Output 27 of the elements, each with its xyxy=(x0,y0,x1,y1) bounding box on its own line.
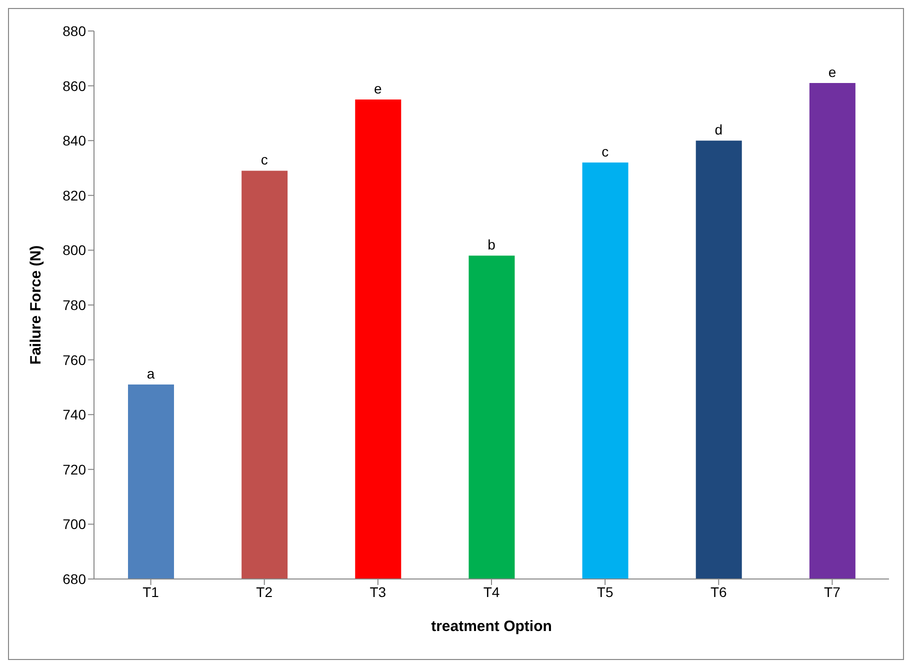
x-tick-label: T4 xyxy=(483,584,500,600)
x-tick-label: T3 xyxy=(370,584,386,600)
y-tick-label: 820 xyxy=(62,187,86,204)
y-tick-label: 700 xyxy=(62,516,86,532)
x-tick-label: T1 xyxy=(142,584,160,600)
x-tick-label: T7 xyxy=(824,584,841,600)
annotation: c xyxy=(260,152,268,168)
y-tick-label: 860 xyxy=(62,78,86,94)
y-tick-label: 680 xyxy=(62,570,86,587)
y-tick-label: 800 xyxy=(62,242,86,258)
annotation: e xyxy=(828,64,836,80)
annotation: d xyxy=(714,122,723,138)
y-tick-label: 720 xyxy=(62,461,86,478)
y-tick-label: 740 xyxy=(62,406,86,423)
annotation: b xyxy=(488,236,496,253)
x-tick-label: T2 xyxy=(256,584,273,600)
y-tick-label: 760 xyxy=(62,352,86,368)
annotation: c xyxy=(602,144,609,160)
x-tick-label: T6 xyxy=(710,584,728,600)
y-tick-label: 880 xyxy=(62,22,86,39)
annotation: e xyxy=(374,80,382,96)
y-tick-label: 780 xyxy=(62,296,86,313)
x-axis-title: treatment Option xyxy=(431,618,552,635)
y-tick-label: 840 xyxy=(62,132,86,149)
annotation: a xyxy=(146,365,155,382)
x-tick-label: T5 xyxy=(596,584,614,600)
y-axis-title: Failure Force (N) xyxy=(27,245,44,365)
